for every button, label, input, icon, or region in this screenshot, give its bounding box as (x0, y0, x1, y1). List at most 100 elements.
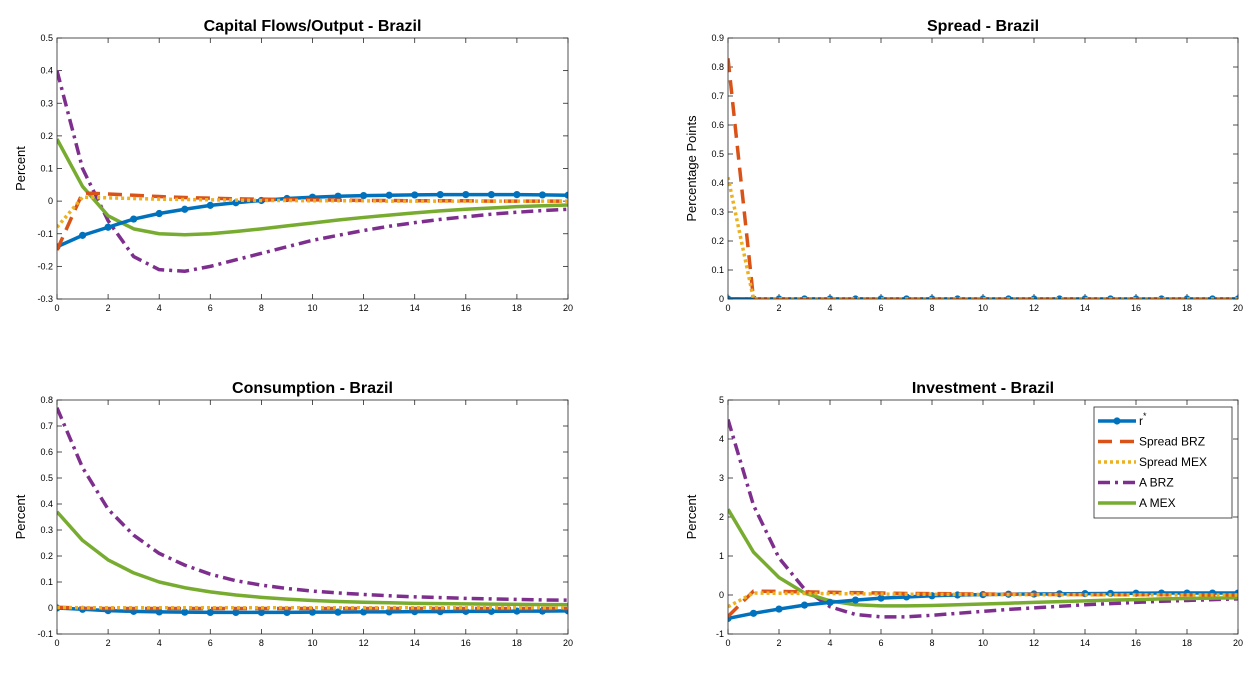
series-point-rstar (155, 209, 163, 218)
series-point-rstar (206, 201, 214, 209)
y-tick-label: -0.2 (37, 261, 53, 271)
y-tick-label: 0.5 (40, 33, 53, 43)
legend-label-a_brz: A BRZ (1139, 476, 1174, 490)
x-tick-label: 0 (54, 303, 59, 313)
legend-label-spread_brz: Spread BRZ (1139, 435, 1205, 449)
x-tick-label: 2 (106, 303, 111, 313)
y-axis-label: Percent (684, 494, 699, 539)
x-tick-label: 20 (563, 638, 573, 648)
x-tick-label: 12 (359, 638, 369, 648)
x-tick-label: 8 (929, 638, 934, 648)
x-tick-label: 8 (259, 638, 264, 648)
x-tick-label: 10 (978, 303, 988, 313)
y-tick-label: 0.3 (711, 207, 724, 217)
legend-label-text: r (1139, 414, 1143, 428)
series-point-rstar (851, 596, 860, 604)
series-line-spread_mex (728, 591, 1238, 609)
legend-label-text: A BRZ (1139, 476, 1174, 490)
series-point-rstar (877, 594, 885, 602)
y-axis-label: Percent (13, 146, 28, 191)
series-line-a_brz (57, 407, 568, 602)
x-tick-label: 14 (410, 303, 420, 313)
x-tick-label: 20 (563, 303, 573, 313)
plot-frame (727, 399, 1239, 635)
series-line-a_brz (57, 70, 568, 274)
y-tick-label: 0.4 (40, 66, 53, 76)
series-group (728, 419, 1238, 622)
series-point-rstar (487, 191, 495, 199)
x-tick-label: 16 (461, 303, 471, 313)
legend-label-a_mex: A MEX (1139, 496, 1176, 510)
y-tick-label: 0.3 (40, 98, 53, 108)
x-tick-label: 18 (1182, 303, 1192, 313)
y-tick-label: 0 (48, 196, 53, 206)
series-point-rstar (78, 231, 87, 239)
series-line-spread_brz (728, 58, 1238, 299)
x-tick-label: 16 (1131, 638, 1141, 648)
series-point-rstar (308, 608, 317, 616)
x-tick-label: 4 (157, 638, 162, 648)
y-tick-label: 0.5 (40, 473, 53, 483)
plot-frame (727, 37, 1239, 300)
plot-frame (56, 37, 569, 300)
legend-label-rstar: r* (1139, 411, 1147, 428)
y-tick-label: -0.1 (37, 229, 53, 239)
x-tick-label: 14 (410, 638, 420, 648)
y-tick-label: 5 (719, 395, 724, 405)
series-point-rstar (181, 608, 189, 616)
series-point-rstar (411, 191, 419, 199)
x-tick-label: 4 (827, 303, 832, 313)
series-point-rstar (206, 608, 214, 617)
legend-label-text: Spread MEX (1139, 455, 1207, 469)
series-group (57, 407, 568, 617)
x-tick-label: 6 (878, 638, 883, 648)
legend-label-text: Spread BRZ (1139, 435, 1205, 449)
y-tick-label: 1 (719, 551, 724, 561)
y-tick-label: 2 (719, 512, 724, 522)
series-point-rstar (232, 608, 240, 617)
x-tick-label: 2 (776, 638, 781, 648)
y-tick-label: 0 (48, 603, 53, 613)
x-tick-label: 10 (978, 638, 988, 648)
x-tick-label: 14 (1080, 303, 1090, 313)
series-line-a_brz (728, 419, 1238, 619)
x-tick-label: 6 (208, 638, 213, 648)
series-point-rstar (462, 191, 470, 199)
y-tick-label: 0.6 (40, 447, 53, 457)
x-tick-label: 10 (307, 303, 317, 313)
series-point-rstar (360, 191, 368, 200)
x-tick-label: 6 (208, 303, 213, 313)
x-tick-label: 10 (307, 638, 317, 648)
x-tick-label: 0 (54, 638, 59, 648)
y-tick-label: -1 (716, 629, 724, 639)
y-tick-label: 0.7 (40, 421, 53, 431)
y-tick-label: 0.3 (40, 525, 53, 535)
panel-spread: Spread - Brazil Percentage Points 0 2 4 6 8 10 1… (684, 18, 1243, 313)
series-group (728, 58, 1238, 299)
y-tick-label: 0.4 (40, 499, 53, 509)
series-line-spread_mex (57, 195, 568, 229)
x-tick-label: 16 (1131, 303, 1141, 313)
chart-title: Capital Flows/Output - Brazil (204, 18, 422, 35)
series-group (57, 70, 568, 274)
legend: r* Spread BRZ Spread MEX A BRZ A MEX (1093, 406, 1233, 519)
series-point-rstar (728, 295, 732, 299)
y-tick-label: 0.2 (40, 131, 53, 141)
x-tick-label: 6 (878, 303, 883, 313)
series-point-rstar (436, 191, 444, 199)
chart-title: Consumption - Brazil (232, 380, 393, 397)
y-tick-label: 0.1 (40, 577, 53, 587)
legend-label-text: A MEX (1139, 496, 1176, 510)
x-tick-label: 8 (259, 303, 264, 313)
y-tick-label: -0.1 (37, 629, 53, 639)
legend-label-spread_mex: Spread MEX (1139, 455, 1207, 469)
panel-consumption: Consumption - Brazil Percent 0 2 4 6 8 10 12 14 16… (13, 380, 573, 648)
series-point-rstar (283, 608, 291, 617)
chart-title: Investment - Brazil (912, 380, 1054, 397)
y-tick-label: 0.8 (40, 395, 53, 405)
x-tick-label: 16 (461, 638, 471, 648)
y-tick-label: 3 (719, 473, 724, 483)
series-line-a_mex (57, 138, 568, 237)
